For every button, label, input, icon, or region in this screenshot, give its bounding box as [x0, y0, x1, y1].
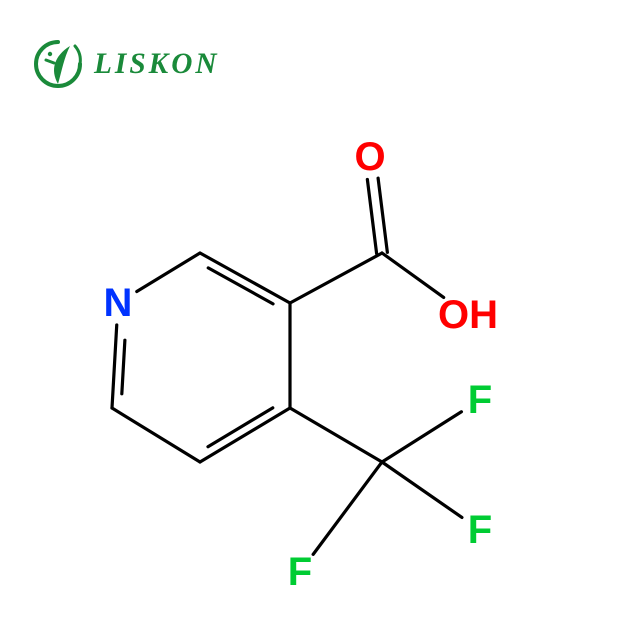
molecule-diagram: [0, 0, 640, 640]
atom-F3: F: [468, 380, 492, 420]
atom-OH: OH: [438, 295, 498, 335]
atom-F2: F: [468, 510, 492, 550]
atom-O1: O: [354, 137, 385, 177]
atom-F1: F: [288, 552, 312, 592]
atom-N: N: [104, 283, 133, 323]
